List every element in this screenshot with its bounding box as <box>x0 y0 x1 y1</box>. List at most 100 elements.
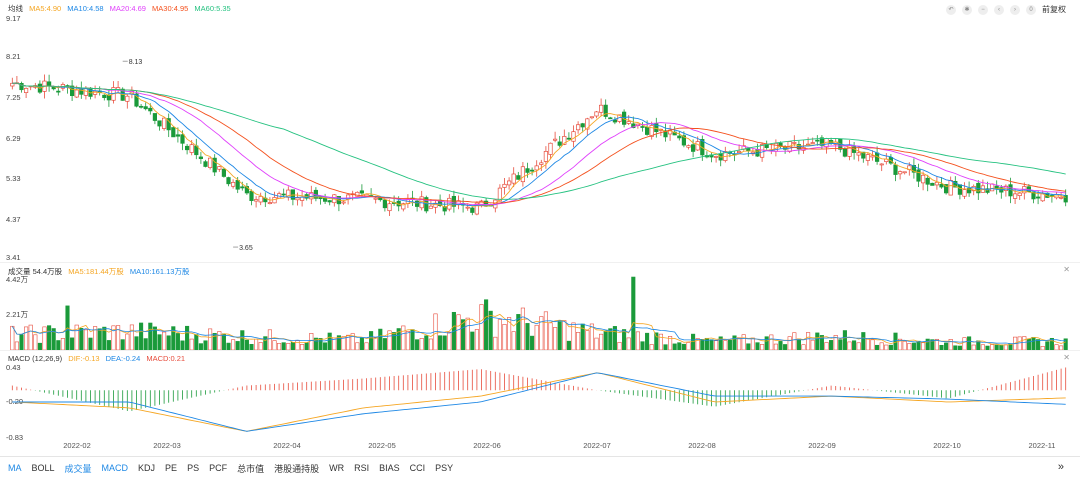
volume-bar <box>350 333 355 351</box>
macd-chart[interactable] <box>0 351 1080 439</box>
volume-ma10: MA10:161.13万股 <box>129 267 190 276</box>
candle <box>231 182 236 187</box>
candle <box>507 180 512 186</box>
volume-bar <box>534 324 539 351</box>
tab-pe[interactable]: PE <box>165 463 178 473</box>
volume-bar <box>718 336 723 351</box>
candle <box>208 157 213 168</box>
tab-macd[interactable]: MACD <box>101 463 129 473</box>
tab-pcf[interactable]: PCF <box>209 463 228 473</box>
volume-bar <box>764 336 769 351</box>
volume-bar <box>741 334 746 351</box>
volume-bar <box>456 314 461 351</box>
volume-bar <box>898 338 903 351</box>
zoom-out-icon[interactable]: − <box>978 4 988 15</box>
volume-bar <box>944 342 949 351</box>
candle <box>525 168 530 173</box>
tab-bias[interactable]: BIAS <box>379 463 400 473</box>
chart-toolbar: ↶ ✱ − ‹ › 0 前复权 <box>946 4 1066 15</box>
candle <box>612 119 617 123</box>
volume-bar <box>723 340 728 351</box>
candle <box>10 82 15 87</box>
volume-bar <box>852 340 857 351</box>
undo-icon[interactable]: ↶ <box>946 4 956 15</box>
volume-bar <box>838 339 843 351</box>
volume-bar <box>847 341 852 351</box>
tab-ps[interactable]: PS <box>187 463 200 473</box>
tab-hk-connect[interactable]: 港股通持股 <box>274 463 320 474</box>
volume-bar <box>543 311 548 351</box>
more-icon[interactable]: » <box>1057 461 1064 473</box>
candle <box>760 144 765 158</box>
macd-legend: MACD (12,26,9) DIF:-0.13 DEA:-0.24 MACD:… <box>8 354 189 363</box>
tab-kdj[interactable]: KDJ <box>138 463 156 473</box>
volume-bar <box>24 326 29 351</box>
candle <box>171 127 176 138</box>
volume-bar <box>194 334 199 351</box>
macd-title: MACD (12,26,9) <box>8 354 63 363</box>
volume-bar <box>410 329 415 351</box>
price-chart[interactable]: 8.13 3.65 <box>0 0 1080 262</box>
volume-bar <box>732 335 737 351</box>
close-volume-icon[interactable]: ✕ <box>1063 265 1070 274</box>
volume-bar <box>714 340 719 351</box>
ma-legend: 均线 MA5:4.90 MA10:4.58 MA20:4.69 MA30:4.9… <box>8 3 235 14</box>
candle <box>355 191 360 197</box>
tab-psy[interactable]: PSY <box>435 463 454 473</box>
candle <box>244 186 249 194</box>
candle <box>254 199 259 202</box>
tab-market-cap[interactable]: 总市值 <box>237 463 265 474</box>
candle <box>737 151 742 153</box>
volume-bar <box>686 342 691 351</box>
x-tick: 2022-09 <box>808 441 836 450</box>
volume-bar <box>833 335 838 351</box>
candle <box>557 141 562 146</box>
volume-bar <box>405 331 410 351</box>
volume-bar <box>856 342 861 351</box>
volume-bar <box>824 342 829 351</box>
volume-bar <box>185 325 190 351</box>
candle <box>24 87 29 93</box>
candle <box>934 181 939 186</box>
high-label: 8.13 <box>129 59 143 66</box>
candle <box>939 183 944 188</box>
adjust-mode-button[interactable]: 前复权 <box>1042 5 1066 14</box>
tab-ma[interactable]: MA <box>8 463 22 473</box>
settings-icon[interactable]: ✱ <box>962 4 972 15</box>
volume-bar <box>33 334 38 351</box>
tab-wr[interactable]: WR <box>329 463 345 473</box>
candle <box>691 144 696 152</box>
volume-bar <box>254 338 259 351</box>
volume-bar <box>1031 336 1036 351</box>
volume-bar <box>479 304 484 351</box>
volume-bar <box>203 340 208 351</box>
candle <box>497 187 502 202</box>
volume-bar <box>691 333 696 351</box>
tab-rsi[interactable]: RSI <box>354 463 370 473</box>
volume-bar <box>907 343 912 351</box>
volume-chart[interactable] <box>0 263 1080 351</box>
volume-bar <box>520 307 525 351</box>
y-tick: 5.33 <box>6 174 21 183</box>
candle <box>341 201 346 204</box>
candle <box>626 121 631 124</box>
candle <box>401 203 406 210</box>
candle <box>645 126 650 135</box>
candle <box>134 93 139 107</box>
close-macd-icon[interactable]: ✕ <box>1063 353 1070 362</box>
macd-value: MACD:0.21 <box>146 354 186 363</box>
volume-bar <box>465 317 470 351</box>
volume-pane: 成交量 54.4万股 MA5:181.44万股 MA10:161.13万股 ✕ … <box>0 262 1080 351</box>
tab-volume[interactable]: 成交量 <box>64 463 92 474</box>
reset-icon[interactable]: 0 <box>1026 4 1036 15</box>
price-pane: 均线 MA5:4.90 MA10:4.58 MA20:4.69 MA30:4.9… <box>0 0 1080 262</box>
prev-icon[interactable]: ‹ <box>994 4 1004 15</box>
candle <box>516 175 521 180</box>
volume-legend: 成交量 54.4万股 MA5:181.44万股 MA10:161.13万股 <box>8 266 193 277</box>
tab-boll[interactable]: BOLL <box>31 463 55 473</box>
volume-bar <box>226 342 231 351</box>
next-icon[interactable]: › <box>1010 4 1020 15</box>
volume-bar <box>42 326 47 351</box>
tab-cci[interactable]: CCI <box>409 463 426 473</box>
candle <box>226 177 231 185</box>
